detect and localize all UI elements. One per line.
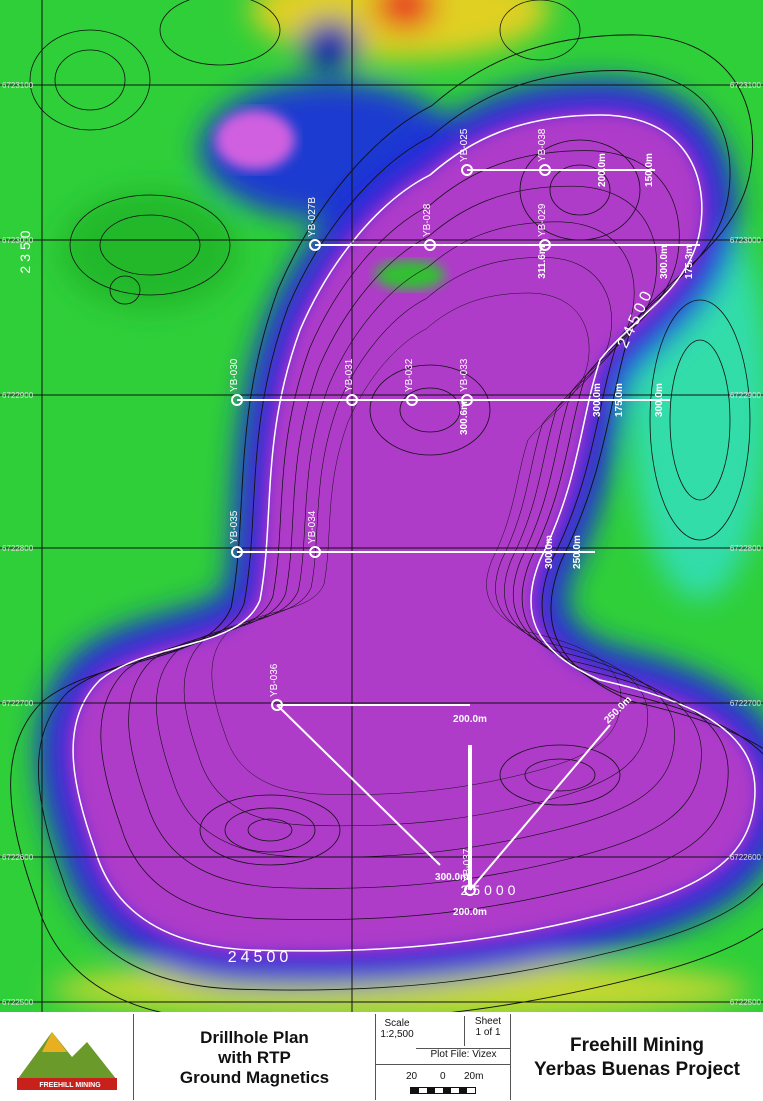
contour-label: 25000 — [461, 882, 520, 898]
grid-label: 6722500 — [2, 998, 34, 1007]
title-cell: Drillhole Plan with RTP Ground Magnetics — [133, 1014, 375, 1100]
depth-label: 300.0m — [544, 535, 555, 569]
collar — [539, 164, 551, 176]
title-line: with RTP — [218, 1048, 291, 1067]
grid-label: 6722700 — [730, 699, 762, 708]
depth-label: 300.0m — [592, 383, 603, 417]
grid-label: 6723000 — [730, 236, 762, 245]
company: Freehill Mining — [569, 1035, 705, 1056]
drillhole-label: YB-031 — [344, 358, 355, 392]
grid-label: 6722900 — [730, 391, 762, 400]
scale-bar-label: 20 — [406, 1071, 418, 1082]
collar — [406, 394, 418, 406]
depth-label: 175.0m — [614, 383, 625, 417]
scale-bar-graphic — [410, 1087, 476, 1094]
logo-text: FREEHILL MINING — [39, 1082, 101, 1089]
scale-label: Scale — [384, 1018, 410, 1029]
plot-file: Plot File: Vizex — [416, 1048, 511, 1060]
grid-label: 6722600 — [2, 853, 34, 862]
scale-cell: Scale 1:2,500 Sheet 1 of 1 Plot File: Vize… — [375, 1014, 511, 1101]
project: Yerbas Buenas Project — [534, 1059, 740, 1080]
project-cell: Freehill Mining Yerbas Buenas Project — [510, 1014, 763, 1100]
collar — [271, 699, 283, 711]
title-line: Ground Magnetics — [179, 1068, 330, 1087]
sheet-box: Sheet 1 of 1 — [464, 1016, 511, 1046]
grid-label: 6722500 — [730, 998, 762, 1007]
drill-traces — [237, 169, 700, 891]
grid-label: 6722800 — [2, 544, 34, 553]
drillhole-label: YB-035 — [229, 510, 240, 544]
contour-label: 24500 — [228, 949, 293, 966]
grid-label: 6723100 — [2, 81, 34, 90]
scale-bar: 20 0 20m — [376, 1064, 511, 1101]
collar — [461, 164, 473, 176]
drillhole-label: YB-027B — [307, 197, 318, 237]
sheet-value: 1 of 1 — [475, 1027, 501, 1038]
depth-label: 150.0m — [644, 153, 655, 187]
drillhole-label: YB-032 — [404, 358, 415, 392]
collar — [461, 394, 473, 406]
drillhole-label: YB-030 — [229, 358, 240, 392]
map: YB-025 YB-038 YB-027B YB-028 YB-029 YB-030 YB-… — [0, 0, 763, 1012]
collar — [231, 546, 243, 558]
grid-label: 6723100 — [730, 81, 762, 90]
scale-bar-label: 20m — [464, 1071, 484, 1082]
contours — [10, 0, 763, 1012]
depth-label: 311.6m — [537, 245, 548, 278]
collar — [346, 394, 358, 406]
collar — [309, 239, 321, 251]
anomaly-fill — [50, 0, 763, 1012]
drillhole-label: YB-038 — [537, 128, 548, 162]
drillhole-label: YB-036 — [269, 663, 280, 697]
depth-label: 200.0m — [597, 153, 608, 187]
scale-box: Scale 1:2,500 — [380, 1018, 414, 1040]
depth-label: 300.6m — [459, 401, 470, 435]
magnetic-low — [375, 260, 445, 290]
grid-label: 6722600 — [730, 853, 762, 862]
drillhole-label: YB-029 — [537, 203, 548, 237]
scale-bar-label: 0 — [440, 1071, 446, 1082]
drillhole-label: YB-037 — [462, 848, 473, 882]
logo-cell: FREEHILL MINING — [0, 1014, 133, 1100]
sheet-label: Sheet — [474, 1016, 502, 1027]
depth-label: 300.0m — [659, 245, 670, 279]
depth-label: 200.0m — [453, 714, 487, 725]
title-line: Drillhole Plan — [200, 1028, 309, 1047]
depth-label: 175.3m — [684, 245, 695, 279]
drillhole-label: YB-033 — [459, 358, 470, 392]
scale-value: 1:2,500 — [380, 1029, 414, 1040]
collar — [464, 884, 476, 896]
grid-label: 6723000 — [2, 236, 34, 245]
grid-label: 6722800 — [730, 544, 762, 553]
depth-label: 300.0m — [654, 383, 665, 417]
collar — [424, 239, 436, 251]
logo: FREEHILL MINING — [16, 1032, 117, 1090]
drillhole-label: YB-034 — [307, 510, 318, 544]
collar — [539, 239, 551, 251]
drillhole-label: YB-028 — [422, 203, 433, 237]
contour-label: 2350 — [17, 226, 33, 273]
collar — [231, 394, 243, 406]
magnetic-high — [215, 110, 295, 170]
depth-label: 200.0m — [453, 907, 487, 918]
collar — [309, 546, 321, 558]
grid — [0, 0, 763, 1012]
grid-label: 6722900 — [2, 391, 34, 400]
drillhole-label: YB-025 — [459, 128, 470, 162]
grid-label: 6722700 — [2, 699, 34, 708]
depth-label: 300.0m — [435, 872, 469, 883]
depth-label: 250.0m — [572, 535, 583, 569]
